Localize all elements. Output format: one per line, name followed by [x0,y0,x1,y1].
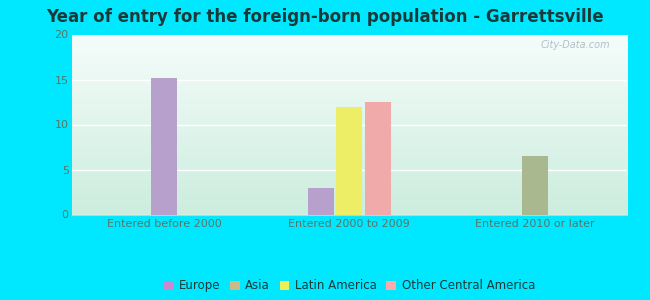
Text: City-Data.com: City-Data.com [541,40,610,50]
Bar [337,106,362,214]
Legend: Europe, Asia, Latin America, Other Central America: Europe, Asia, Latin America, Other Centr… [159,274,540,297]
Bar [307,188,333,214]
Bar [522,156,547,214]
Text: Year of entry for the foreign-born population - Garrettsville: Year of entry for the foreign-born popul… [46,8,604,26]
Bar [365,102,391,214]
Bar [151,78,177,214]
